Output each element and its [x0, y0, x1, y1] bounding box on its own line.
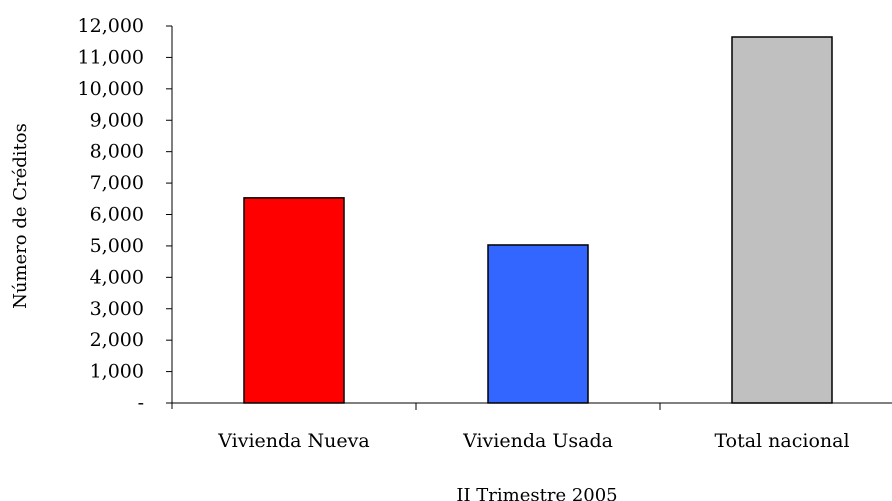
- y-axis-title: Número de Créditos: [10, 123, 31, 309]
- y-tick-label: 10,000: [78, 78, 144, 100]
- y-axis-ticks: - 1,000 2,000 3,000 4,000 5,000 6,000 7,000 8,00…: [78, 15, 172, 414]
- x-axis-category-labels: Vivienda Nueva Vivienda Usada Total nacion…: [217, 430, 849, 452]
- bars: [243, 36, 833, 404]
- bar-vivienda-nueva: [243, 197, 345, 404]
- x-category-label: Vivienda Nueva: [217, 430, 369, 452]
- bar-total-nacional: [731, 36, 833, 404]
- x-category-label: Vivienda Usada: [462, 430, 613, 452]
- y-tick-label: 4,000: [90, 266, 144, 288]
- y-tick-label: 11,000: [78, 46, 144, 68]
- bar-vivienda-usada: [487, 244, 589, 404]
- y-tick-label: 5,000: [90, 235, 144, 257]
- y-tick-label: 3,000: [90, 298, 144, 320]
- y-tick-label: 7,000: [90, 172, 144, 194]
- x-axis-title: II Trimestre 2005: [456, 485, 617, 501]
- x-category-label: Total nacional: [714, 430, 849, 452]
- y-tick-label: 1,000: [90, 361, 144, 383]
- y-tick-label: 2,000: [90, 329, 144, 351]
- y-tick-label: 6,000: [90, 204, 144, 226]
- y-tick-label: 8,000: [90, 141, 144, 163]
- axes: [171, 26, 892, 410]
- y-tick-label: -: [138, 392, 144, 414]
- y-tick-label: 9,000: [90, 109, 144, 131]
- y-tick-label: 12,000: [78, 15, 144, 37]
